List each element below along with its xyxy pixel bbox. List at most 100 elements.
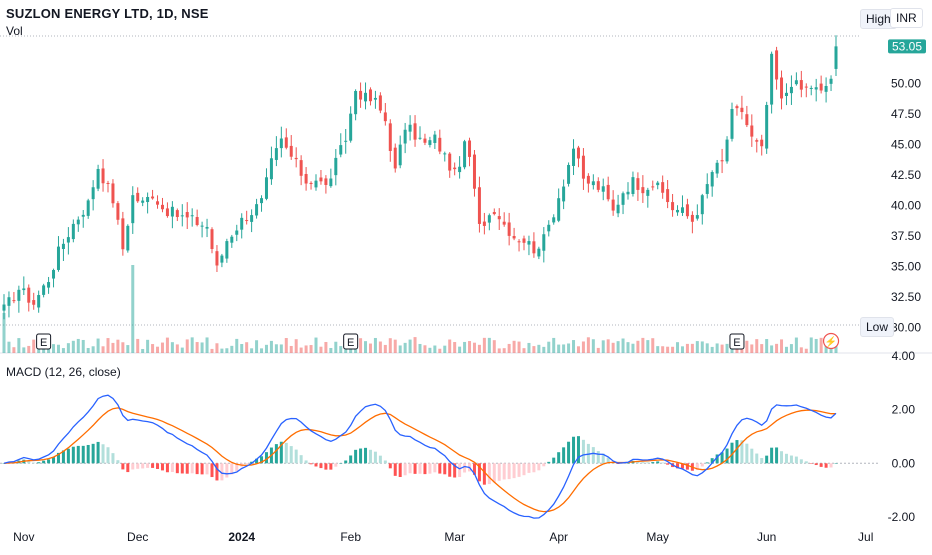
volume-bar xyxy=(542,346,546,353)
volume-bar xyxy=(482,337,486,353)
macd-histogram-bar xyxy=(581,439,585,464)
candle-body xyxy=(220,255,224,263)
candle-body xyxy=(715,162,719,174)
volume-bar xyxy=(364,341,368,353)
candle-body xyxy=(121,218,125,250)
macd-histogram-bar xyxy=(111,453,115,464)
macd-histogram-bar xyxy=(151,463,155,468)
volume-bar xyxy=(690,343,694,353)
macd-histogram-bar xyxy=(37,462,41,464)
macd-histogram-bar xyxy=(507,463,511,480)
volume-bar xyxy=(562,344,566,353)
candle-body xyxy=(576,147,580,159)
currency-badge[interactable]: INR xyxy=(890,8,923,28)
candle-body xyxy=(160,204,164,210)
candle-body xyxy=(572,148,576,166)
volume-bar xyxy=(126,345,130,353)
volume-bar xyxy=(636,340,640,353)
candle-body xyxy=(423,138,427,143)
candle-body xyxy=(2,304,6,311)
volume-bar xyxy=(641,337,645,353)
candle-body xyxy=(37,295,41,308)
volume-bar xyxy=(378,341,382,353)
macd-histogram-bar xyxy=(651,462,655,464)
macd-histogram-bar xyxy=(725,448,729,464)
volume-bar xyxy=(195,342,199,353)
candle-body xyxy=(7,297,11,306)
volume-bar xyxy=(101,346,105,353)
candle-body xyxy=(517,241,521,243)
macd-indicator-label[interactable]: MACD (12, 26, close) xyxy=(6,365,121,379)
macd-histogram-bar xyxy=(636,461,640,464)
candle-body xyxy=(190,215,194,217)
candle-body xyxy=(359,90,363,100)
time-axis-label: Nov xyxy=(13,530,34,544)
volume-bar xyxy=(225,348,229,353)
candle-body xyxy=(631,177,635,194)
macd-histogram-bar xyxy=(567,441,571,464)
macd-histogram-bar xyxy=(230,463,234,475)
candle-body xyxy=(309,182,313,185)
symbol-title[interactable]: SUZLON ENERGY LTD, 1D, NSE xyxy=(6,6,209,21)
macd-histogram-bar xyxy=(745,443,749,464)
candle-body xyxy=(250,215,254,222)
volume-bar xyxy=(725,343,729,353)
candle-body xyxy=(730,108,734,139)
volume-bar xyxy=(720,344,724,353)
volume-indicator-label[interactable]: Vol xyxy=(6,24,23,38)
macd-histogram-bar xyxy=(512,463,516,479)
macd-histogram-bar xyxy=(755,453,759,464)
candle-body xyxy=(284,137,288,148)
macd-histogram-bar xyxy=(91,443,95,464)
volume-bar xyxy=(680,346,684,353)
macd-histogram-bar xyxy=(2,463,6,464)
earnings-marker-label: E xyxy=(40,337,47,349)
volume-bar xyxy=(260,348,264,353)
price-tick-label: 40.00 xyxy=(891,199,921,213)
volume-bar xyxy=(576,346,580,353)
macd-histogram-bar xyxy=(497,463,501,481)
candle-body xyxy=(76,219,80,225)
candle-body xyxy=(86,200,90,216)
candle-body xyxy=(552,217,556,223)
candle-body xyxy=(279,138,283,149)
volume-bar xyxy=(497,348,501,353)
candle-body xyxy=(151,196,155,199)
macd-histogram-bar xyxy=(210,463,214,478)
macd-histogram-bar xyxy=(433,463,437,473)
candle-body xyxy=(829,78,833,84)
volume-bar xyxy=(448,339,452,353)
macd-histogram-bar xyxy=(576,436,580,464)
volume-bar xyxy=(453,342,457,353)
macd-histogram-bar xyxy=(32,462,36,464)
macd-histogram-bar xyxy=(834,462,838,464)
volume-bar xyxy=(264,344,268,353)
macd-histogram-bar xyxy=(482,463,486,485)
volume-bar xyxy=(81,339,85,353)
candle-body xyxy=(641,187,645,194)
volume-bar xyxy=(215,343,219,353)
volume-bar xyxy=(180,347,184,353)
macd-histogram-bar xyxy=(329,463,333,470)
macd-histogram-bar xyxy=(156,463,160,469)
volume-bar xyxy=(780,339,784,353)
candle-body xyxy=(443,153,447,155)
candle-body xyxy=(264,177,268,199)
macd-histogram-bar xyxy=(606,457,610,464)
candle-body xyxy=(606,184,610,200)
candle-body xyxy=(269,158,273,180)
macd-histogram-bar xyxy=(789,455,793,464)
volume-bar xyxy=(477,344,481,353)
price-tick-label: 32.50 xyxy=(891,290,921,304)
candle-body xyxy=(547,224,551,232)
volume-bar xyxy=(463,341,467,353)
macd-histogram-bar xyxy=(770,447,774,464)
volume-bar xyxy=(220,348,224,353)
macd-histogram-bar xyxy=(215,463,219,481)
macd-histogram-bar xyxy=(443,463,447,475)
volume-bar xyxy=(468,341,472,353)
volume-bar xyxy=(512,340,516,353)
candle-body xyxy=(601,186,605,192)
